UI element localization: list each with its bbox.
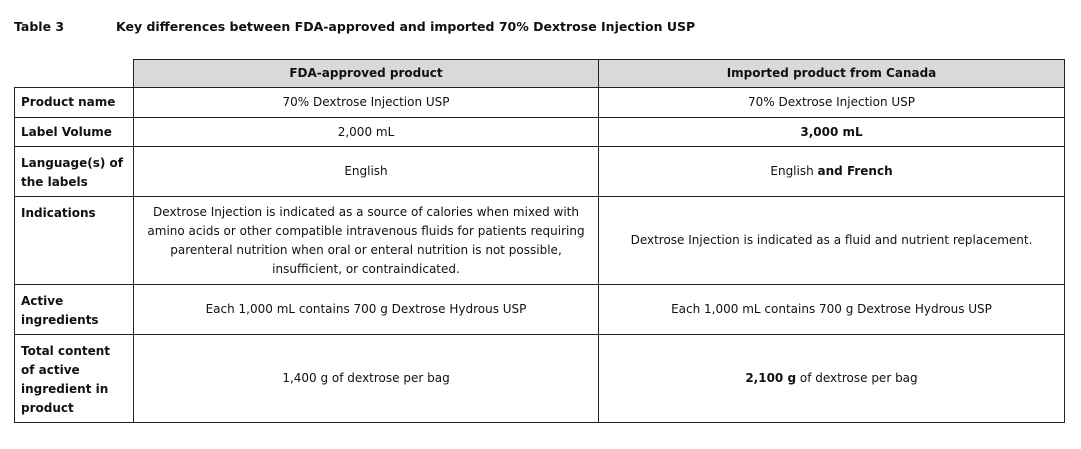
row-header: Total content of active ingredient in pr… [14, 334, 134, 423]
cell-fda: 2,000 mL [133, 117, 599, 147]
table-row: Language(s) of the labels English English … [14, 146, 1065, 197]
column-header-imported: Imported product from Canada [598, 59, 1065, 88]
cell-fda: 1,400 g of dextrose per bag [133, 334, 599, 423]
cell-text: English [770, 164, 818, 178]
cell-text: 2,100 g [745, 371, 797, 385]
cell-fda: 70% Dextrose Injection USP [133, 87, 599, 118]
cell-text: Dextrose Injection is indicated as a sou… [147, 204, 585, 276]
cell-text: Each 1,000 mL contains 700 g Dextrose Hy… [671, 302, 992, 316]
row-header: Language(s) of the labels [14, 146, 134, 197]
cell-text: Each 1,000 mL contains 700 g Dextrose Hy… [205, 302, 527, 316]
row-header: Label Volume [14, 117, 134, 147]
cell-text: of dextrose per bag [796, 371, 918, 385]
cell-text: English [344, 164, 388, 178]
column-header-fda: FDA-approved product [133, 59, 599, 88]
cell-text: Dextrose Injection is indicated as a flu… [630, 233, 1033, 247]
cell-imported: 3,000 mL [598, 117, 1065, 147]
cell-imported: Each 1,000 mL contains 700 g Dextrose Hy… [598, 284, 1065, 335]
table-label: Table 3 [14, 19, 65, 34]
cell-text: 70% Dextrose Injection USP [747, 95, 916, 109]
cell-text: and French [817, 164, 893, 178]
comparison-table: FDA-approved product Imported product fr… [14, 59, 1065, 423]
cell-imported: 2,100 g of dextrose per bag [598, 334, 1065, 423]
table-row: Indications Dextrose Injection is indicat… [14, 196, 1065, 285]
table-row: Label Volume 2,000 mL 3,000 mL [14, 117, 1065, 147]
table-row: Active ingredients Each 1,000 mL contains… [14, 284, 1065, 335]
row-header: Product name [14, 87, 134, 118]
table-row: Total content of active ingredient in pr… [14, 334, 1065, 423]
cell-fda: Dextrose Injection is indicated as a sou… [133, 196, 599, 285]
cell-text: 1,400 g of dextrose per bag [282, 371, 450, 385]
corner-cell [14, 59, 134, 88]
table-title: Key differences between FDA-approved and… [116, 19, 696, 34]
row-header: Active ingredients [14, 284, 134, 335]
table-row: Product name 70% Dextrose Injection USP 70… [14, 87, 1065, 118]
cell-fda: English [133, 146, 599, 197]
cell-fda: Each 1,000 mL contains 700 g Dextrose Hy… [133, 284, 599, 335]
cell-text: 2,000 mL [337, 124, 395, 139]
cell-imported: English and French [598, 146, 1065, 197]
header-row: FDA-approved product Imported product fr… [14, 59, 1065, 88]
cell-imported: Dextrose Injection is indicated as a flu… [598, 196, 1065, 285]
cell-text: 70% Dextrose Injection USP [282, 95, 450, 109]
cell-text: 3,000 mL [800, 124, 863, 139]
row-header: Indications [14, 196, 134, 285]
cell-imported: 70% Dextrose Injection USP [598, 87, 1065, 118]
